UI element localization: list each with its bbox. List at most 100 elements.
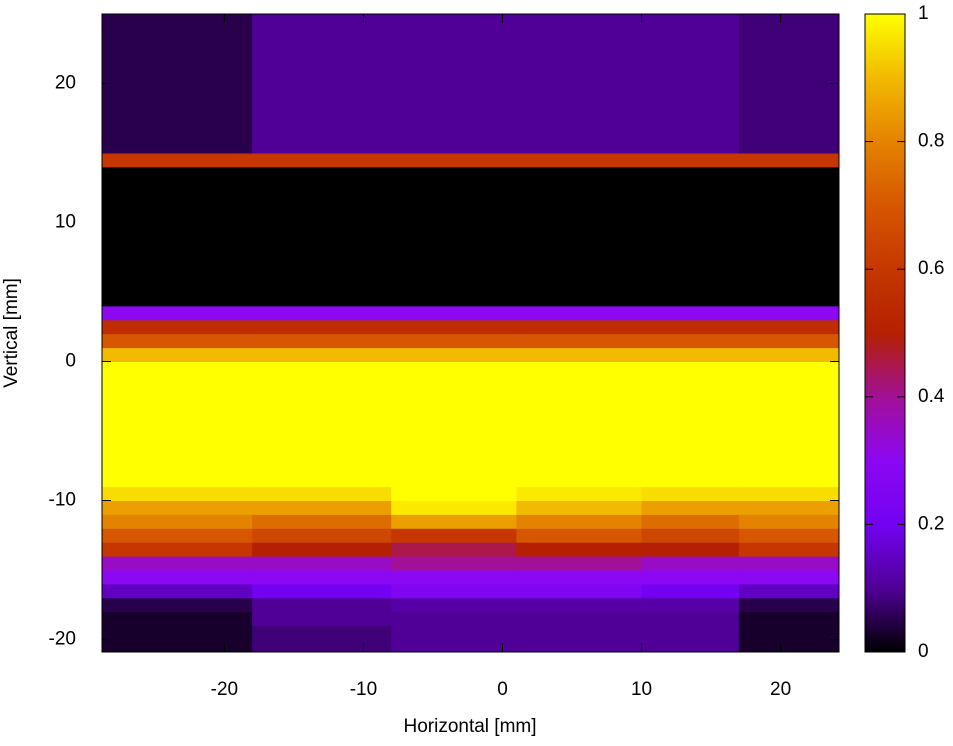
heat-cell	[641, 528, 740, 543]
heat-cell	[641, 319, 740, 335]
heat-cell	[738, 111, 839, 126]
heat-cell	[391, 625, 517, 640]
heat-cell	[516, 597, 643, 613]
heat-cell	[738, 639, 839, 652]
heat-cell	[391, 305, 517, 321]
y-tick-label: -10	[49, 490, 76, 511]
heat-cell	[738, 125, 839, 140]
heat-cell	[516, 361, 643, 376]
heat-cell	[516, 97, 643, 112]
heat-cell	[738, 278, 839, 293]
heat-cell	[102, 611, 253, 627]
heat-cell	[516, 194, 643, 210]
heat-cell	[641, 111, 740, 126]
heat-cell	[391, 41, 517, 57]
heat-cell	[252, 125, 392, 140]
heat-cell	[252, 55, 392, 71]
heat-cell	[391, 152, 517, 168]
heat-cell	[738, 180, 839, 196]
heat-cell	[738, 403, 839, 418]
heat-cell	[641, 208, 740, 223]
heat-cell	[252, 194, 392, 210]
heat-cell	[738, 69, 839, 84]
heat-cell	[102, 305, 253, 321]
heat-cell	[641, 444, 740, 460]
heat-cell	[738, 139, 839, 154]
heat-cell	[102, 14, 253, 29]
heat-cell	[641, 430, 740, 446]
heat-cell	[252, 597, 392, 613]
heat-cell	[102, 139, 253, 154]
heat-cell	[516, 125, 643, 140]
heat-cell	[516, 583, 643, 599]
heat-cell	[252, 361, 392, 376]
heat-cell	[252, 417, 392, 432]
heat-cell	[641, 41, 740, 57]
heat-cell	[516, 166, 643, 182]
heat-cell	[252, 458, 392, 474]
heat-cell	[391, 361, 517, 376]
x-tick-label: -20	[211, 679, 238, 700]
heat-cell	[252, 430, 392, 446]
heat-cell	[516, 611, 643, 627]
heat-cell	[102, 486, 253, 501]
heat-cell	[102, 55, 253, 71]
heat-cell	[738, 528, 839, 543]
heat-cell	[641, 361, 740, 376]
heat-cell	[641, 222, 740, 237]
heat-cell	[102, 111, 253, 126]
heat-cell	[641, 264, 740, 279]
heat-cell	[252, 528, 392, 543]
heat-cell	[391, 430, 517, 446]
heat-cell	[391, 389, 517, 404]
heat-cell	[738, 194, 839, 210]
heat-cell	[102, 444, 253, 460]
heat-cell	[252, 319, 392, 335]
x-tick-label: 10	[631, 679, 652, 700]
heat-cell	[516, 14, 643, 29]
colorbar-tick-label: 0	[918, 641, 929, 662]
heat-cell	[391, 250, 517, 265]
heat-cell	[391, 194, 517, 210]
heat-cell	[516, 347, 643, 362]
colorbar-tick-label: 0.2	[918, 513, 944, 534]
plot-border	[101, 13, 840, 653]
heat-cell	[252, 27, 392, 43]
heat-cell	[641, 333, 740, 349]
heat-cell	[252, 180, 392, 196]
heat-cell	[738, 250, 839, 265]
heat-cell	[738, 444, 839, 460]
heat-cell	[516, 375, 643, 390]
heat-cell	[516, 556, 643, 571]
heat-cell	[252, 611, 392, 627]
heat-cell	[391, 222, 517, 237]
heat-cell	[641, 194, 740, 210]
heat-cell	[641, 278, 740, 293]
heat-cell	[252, 152, 392, 168]
heat-cell	[252, 264, 392, 279]
heat-cell	[738, 14, 839, 29]
heat-cell	[516, 291, 643, 307]
heat-cell	[738, 333, 839, 349]
heat-cell	[641, 375, 740, 390]
x-tick-label: 0	[497, 679, 508, 700]
heat-cell	[516, 55, 643, 71]
heat-cell	[102, 528, 253, 543]
heat-cell	[391, 514, 517, 529]
heat-cell	[641, 583, 740, 599]
heat-cell	[102, 361, 253, 376]
y-axis-label: Vertical [mm]	[1, 278, 22, 388]
heat-cell	[738, 166, 839, 182]
heat-cell	[391, 69, 517, 84]
heat-cell	[102, 500, 253, 515]
heat-cell	[738, 417, 839, 432]
heat-cell	[641, 500, 740, 515]
heat-cell	[391, 611, 517, 627]
heat-cell	[391, 597, 517, 613]
heat-cell	[641, 250, 740, 265]
heat-cell	[738, 625, 839, 640]
heat-cell	[391, 236, 517, 251]
heat-cell	[641, 97, 740, 112]
heat-cell	[516, 264, 643, 279]
heat-cell	[252, 291, 392, 307]
